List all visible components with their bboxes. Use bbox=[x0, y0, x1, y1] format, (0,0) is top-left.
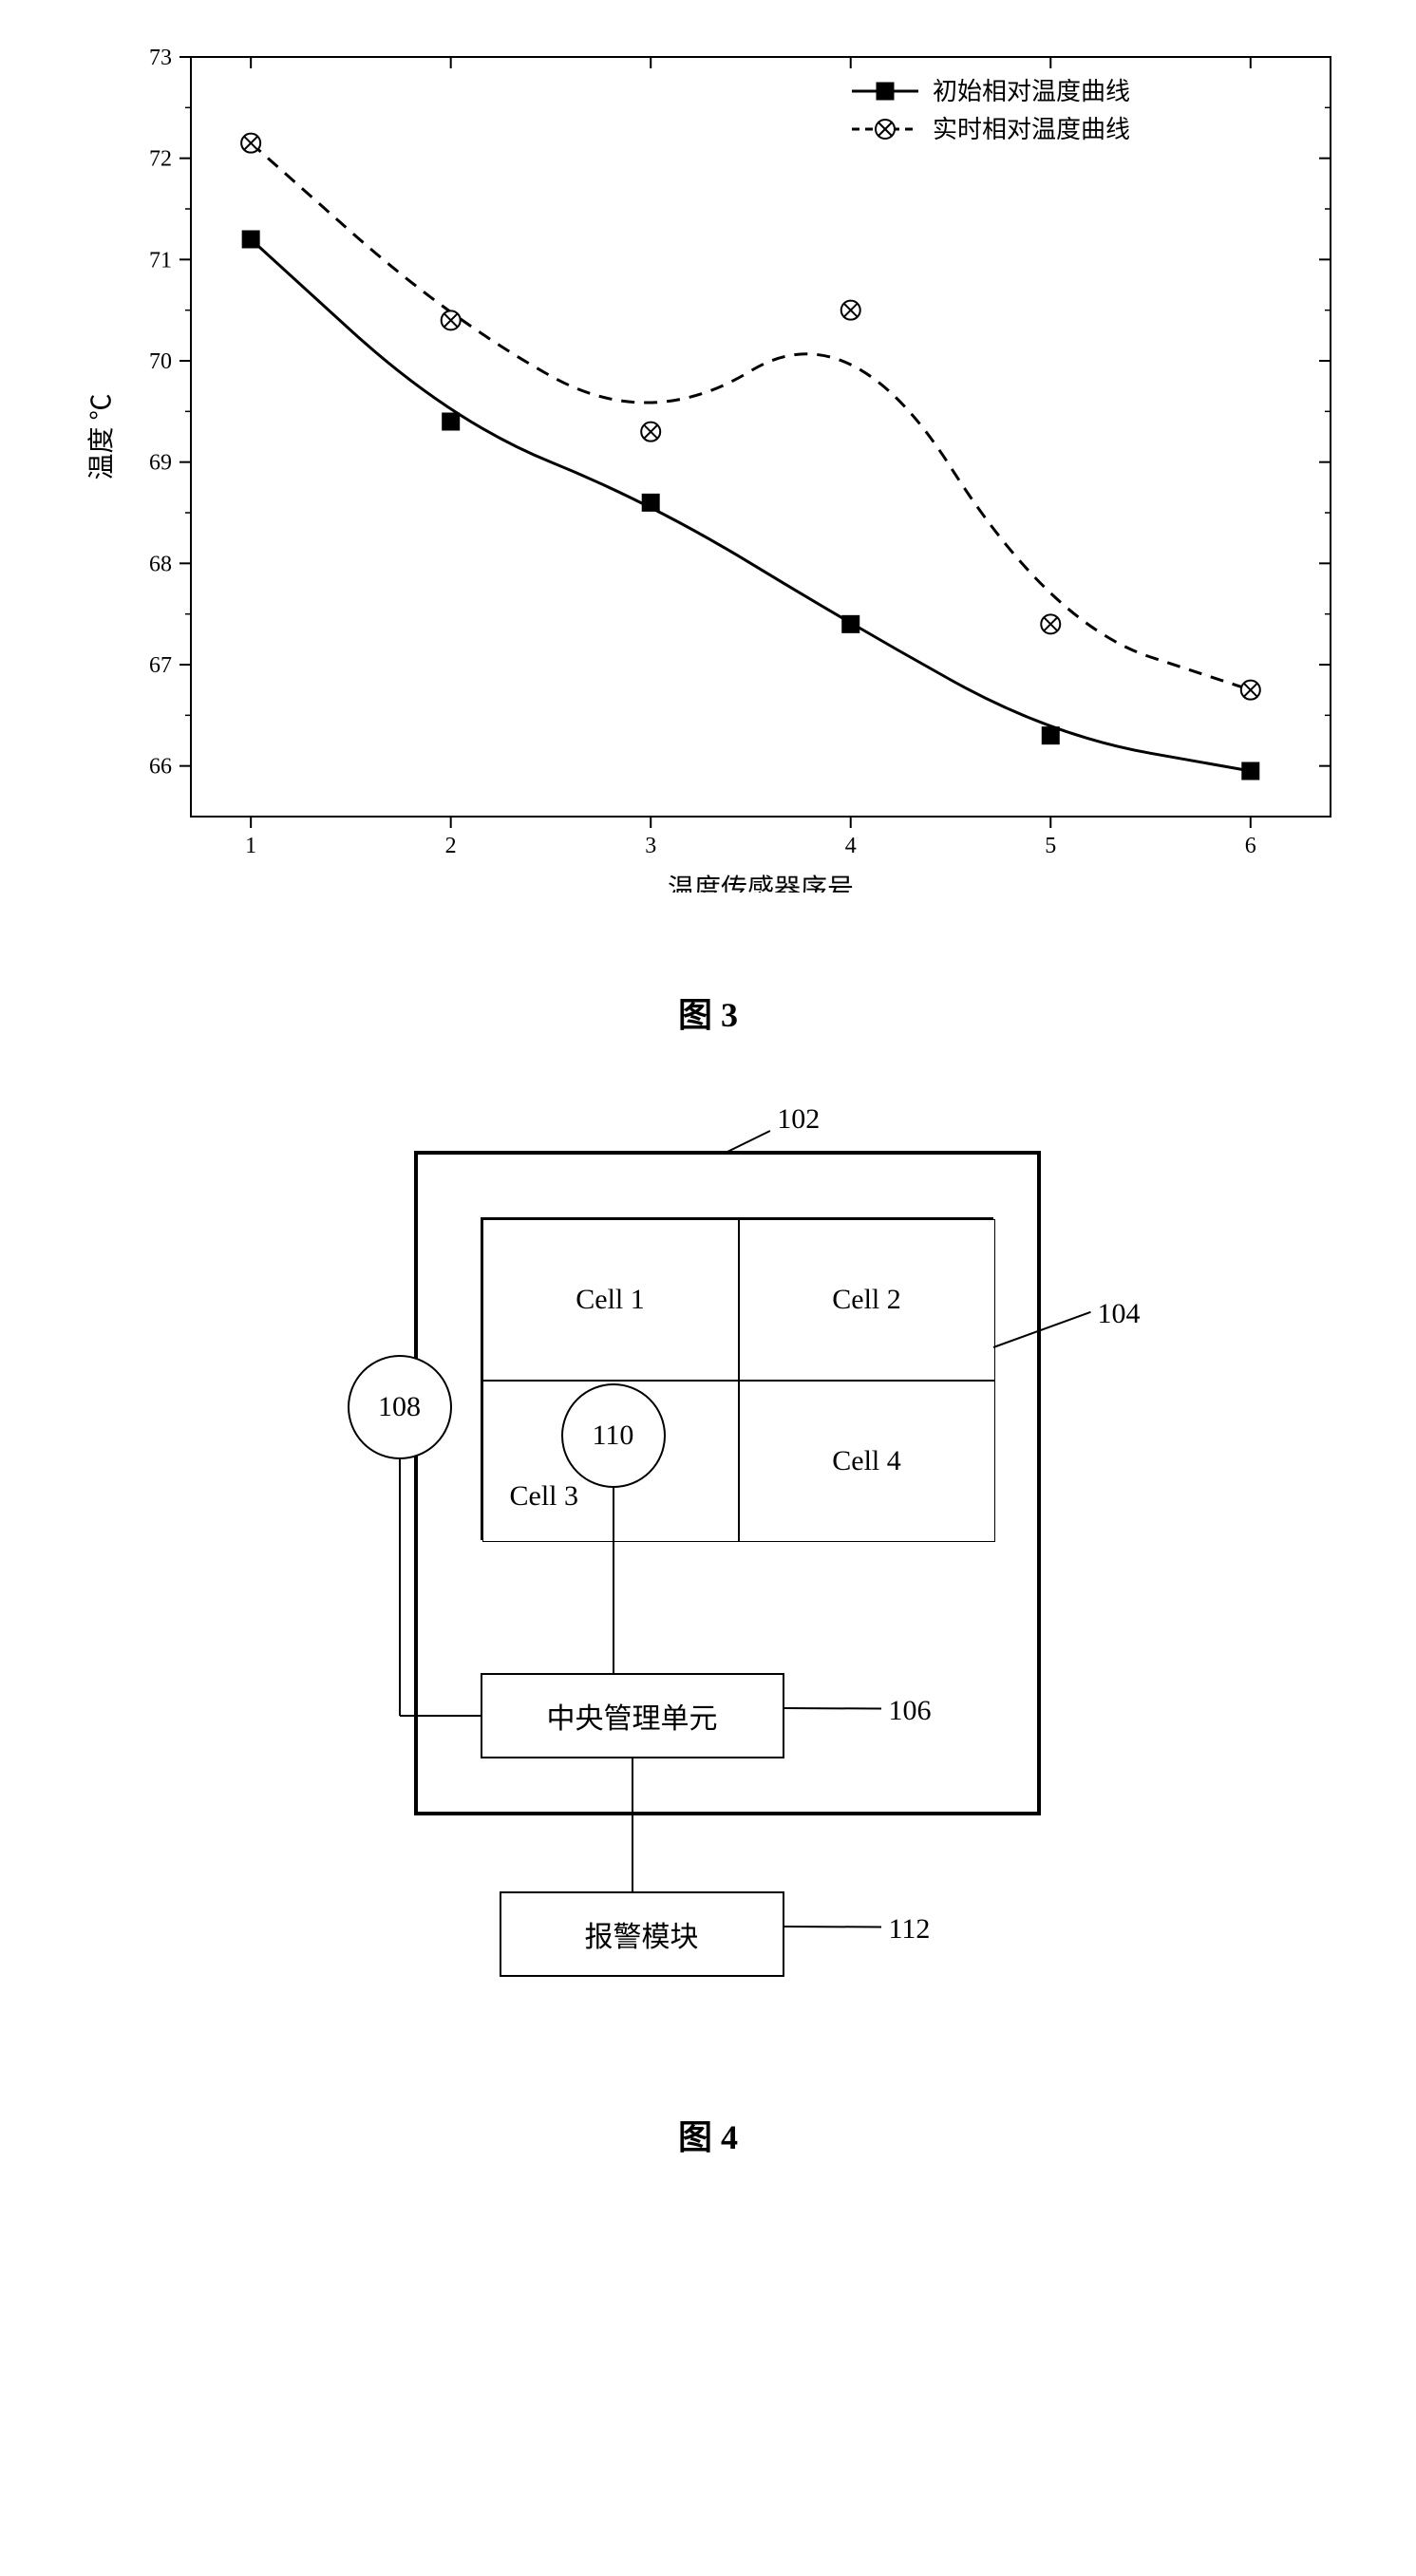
node-110-label: 110 bbox=[593, 1420, 634, 1452]
node-110: 110 bbox=[561, 1383, 666, 1488]
ref-102: 102 bbox=[777, 1103, 820, 1136]
svg-text:68: 68 bbox=[149, 552, 172, 576]
chart-svg: 66 67 68 69 70 71 72 73 1 2 3 4 5 6 温度传感器序号 温度 ℃ 初始相对温度曲… bbox=[67, 38, 1350, 893]
svg-text:6: 6 bbox=[1244, 834, 1256, 858]
svg-text:73: 73 bbox=[149, 46, 172, 70]
svg-text:3: 3 bbox=[645, 834, 656, 858]
cell-1: Cell 1 bbox=[482, 1219, 739, 1381]
figure-4: Cell 1 Cell 2 Cell 3 Cell 4 中央管理单元 报警模块 … bbox=[57, 1113, 1359, 2159]
alarm-box-112: 报警模块 bbox=[500, 1891, 784, 1977]
svg-text:71: 71 bbox=[149, 248, 172, 273]
diagram-canvas: Cell 1 Cell 2 Cell 3 Cell 4 中央管理单元 报警模块 … bbox=[186, 1113, 1231, 2062]
ref-106: 106 bbox=[889, 1695, 932, 1727]
figure-4-caption: 图 4 bbox=[57, 2110, 1359, 2159]
figure-3: 66 67 68 69 70 71 72 73 1 2 3 4 5 6 温度传感器序号 温度 ℃ 初始相对温度曲… bbox=[57, 38, 1359, 1037]
svg-text:温度传感器序号: 温度传感器序号 bbox=[667, 874, 853, 893]
figure-3-caption: 图 3 bbox=[57, 987, 1359, 1037]
node-108-label: 108 bbox=[378, 1391, 421, 1423]
svg-text:1: 1 bbox=[245, 834, 256, 858]
svg-text:67: 67 bbox=[149, 653, 172, 678]
node-108: 108 bbox=[348, 1355, 452, 1459]
svg-text:5: 5 bbox=[1045, 834, 1056, 858]
ref-112: 112 bbox=[889, 1913, 931, 1946]
mgmt-unit-box-106: 中央管理单元 bbox=[481, 1673, 784, 1758]
svg-text:70: 70 bbox=[149, 349, 172, 374]
svg-text:温度 ℃: 温度 ℃ bbox=[86, 393, 117, 479]
ref-104: 104 bbox=[1098, 1298, 1141, 1330]
svg-text:初始相对温度曲线: 初始相对温度曲线 bbox=[933, 78, 1130, 105]
svg-text:4: 4 bbox=[844, 834, 856, 858]
cell-grid-104: Cell 1 Cell 2 Cell 3 Cell 4 bbox=[481, 1217, 993, 1540]
svg-text:66: 66 bbox=[149, 755, 172, 780]
cell-4: Cell 4 bbox=[739, 1381, 995, 1542]
mgmt-unit-label: 中央管理单元 bbox=[547, 1695, 718, 1737]
cell-2: Cell 2 bbox=[739, 1219, 995, 1381]
chart-plot-area: 66 67 68 69 70 71 72 73 1 2 3 4 5 6 温度传感器序号 温度 ℃ 初始相对温度曲… bbox=[67, 38, 1350, 940]
alarm-label: 报警模块 bbox=[585, 1913, 699, 1955]
svg-text:实时相对温度曲线: 实时相对温度曲线 bbox=[933, 116, 1130, 143]
svg-text:2: 2 bbox=[444, 834, 456, 858]
svg-text:72: 72 bbox=[149, 147, 172, 172]
svg-text:69: 69 bbox=[149, 451, 172, 476]
